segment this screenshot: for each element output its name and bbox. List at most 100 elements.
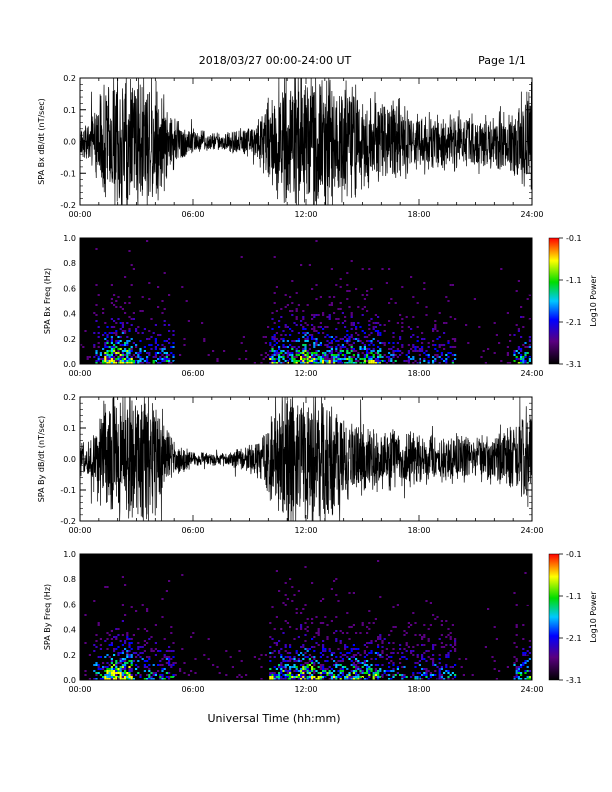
heatmap-cell xyxy=(121,678,124,680)
heatmap-cell xyxy=(304,670,307,672)
heatmap-cell xyxy=(84,670,87,672)
heatmap-cell xyxy=(130,668,133,670)
heatmap-cell xyxy=(528,340,531,342)
heatmap-cell xyxy=(121,362,124,364)
heatmap-cell xyxy=(168,360,171,362)
heatmap-cell xyxy=(363,660,366,662)
heatmap-cell xyxy=(150,678,153,680)
heatmap-cell xyxy=(121,664,124,666)
heatmap-cell xyxy=(449,316,452,318)
heatmap-cell xyxy=(159,650,162,652)
heatmap-cell xyxy=(284,666,287,668)
heatmap-cell xyxy=(361,352,364,354)
heatmap-cell xyxy=(440,666,443,668)
heatmap-cell xyxy=(434,344,437,346)
heatmap-cell xyxy=(350,260,353,262)
heatmap-cell xyxy=(295,318,298,320)
heatmap-cell xyxy=(454,638,457,640)
heatmap-cell xyxy=(108,670,111,672)
heatmap-cell xyxy=(117,358,120,360)
heatmap-cell xyxy=(344,356,347,358)
heatmap-cell xyxy=(418,634,421,636)
heatmap-cell xyxy=(368,356,371,358)
heatmap-cell xyxy=(352,624,355,626)
heatmap-cell xyxy=(339,630,342,632)
heatmap-cell xyxy=(300,676,303,678)
heatmap-cell xyxy=(368,358,371,360)
heatmap-cell xyxy=(161,354,164,356)
heatmap-cell xyxy=(201,322,204,324)
heatmap-cell xyxy=(350,346,353,348)
heatmap-cell xyxy=(157,650,160,652)
heatmap-cell xyxy=(286,354,289,356)
y-tick-label: 0.2 xyxy=(63,74,76,83)
heatmap-cell xyxy=(454,650,457,652)
heatmap-cell xyxy=(355,668,358,670)
heatmap-cell xyxy=(337,356,340,358)
heatmap-cell xyxy=(377,676,380,678)
heatmap-cell xyxy=(302,646,305,648)
x-tick-label: 00:00 xyxy=(68,210,91,219)
heatmap-cell xyxy=(396,350,399,352)
heatmap-cell xyxy=(117,654,120,656)
heatmap-cell xyxy=(355,350,358,352)
heatmap-cell xyxy=(304,332,307,334)
heatmap-cell xyxy=(124,348,127,350)
heatmap-cell xyxy=(526,604,529,606)
heatmap-cell xyxy=(522,360,525,362)
y-ticks: 1.00.80.60.40.20.0 xyxy=(63,550,532,685)
heatmap-cell xyxy=(278,326,281,328)
heatmap-cell xyxy=(273,678,276,680)
heatmap-cell xyxy=(130,264,133,266)
heatmap-cell xyxy=(95,646,98,648)
heatmap-cell xyxy=(315,240,318,242)
heatmap-cell xyxy=(407,646,410,648)
heatmap-cell xyxy=(280,668,283,670)
heatmap-cell xyxy=(515,358,518,360)
heatmap-cell xyxy=(108,332,111,334)
heatmap-cell xyxy=(293,664,296,666)
heatmap-cell xyxy=(108,356,111,358)
heatmap-cell xyxy=(108,634,111,636)
heatmap-cell xyxy=(412,296,415,298)
heatmap-cell xyxy=(322,356,325,358)
heatmap-cell xyxy=(300,626,303,628)
heatmap-cell xyxy=(333,362,336,364)
heatmap-cell xyxy=(152,678,155,680)
heatmap-cell xyxy=(291,586,294,588)
heatmap-cell xyxy=(139,646,142,648)
heatmap-cell xyxy=(381,676,384,678)
heatmap-cell xyxy=(443,332,446,334)
heatmap-cell xyxy=(141,358,144,360)
heatmap-cell xyxy=(119,668,122,670)
heatmap-cell xyxy=(148,664,151,666)
heatmap-cell xyxy=(412,362,415,364)
heatmap-cell xyxy=(306,630,309,632)
heatmap-cell xyxy=(99,678,102,680)
heatmap-cell xyxy=(434,670,437,672)
heatmap-cell xyxy=(528,676,531,678)
heatmap-cell xyxy=(513,664,516,666)
heatmap-cell xyxy=(416,362,419,364)
heatmap-cell xyxy=(357,652,360,654)
heatmap-cell xyxy=(335,354,338,356)
heatmap-cell xyxy=(350,656,353,658)
heatmap-cell xyxy=(427,638,430,640)
heatmap-cell xyxy=(366,350,369,352)
heatmap-cell xyxy=(346,632,349,634)
heatmap-cell xyxy=(348,652,351,654)
heatmap-cell xyxy=(517,348,520,350)
heatmap-cell xyxy=(273,322,276,324)
heatmap-cell xyxy=(313,658,316,660)
heatmap-cell xyxy=(526,298,529,300)
heatmap-cell xyxy=(110,358,113,360)
heatmap-cell xyxy=(313,346,316,348)
heatmap-cell xyxy=(445,354,448,356)
heatmap-cell xyxy=(278,348,281,350)
heatmap-cell xyxy=(355,632,358,634)
heatmap-cell xyxy=(102,362,105,364)
heatmap-cell xyxy=(392,674,395,676)
heatmap-cell xyxy=(271,356,274,358)
heatmap-cell xyxy=(350,676,353,678)
heatmap-cell xyxy=(302,328,305,330)
